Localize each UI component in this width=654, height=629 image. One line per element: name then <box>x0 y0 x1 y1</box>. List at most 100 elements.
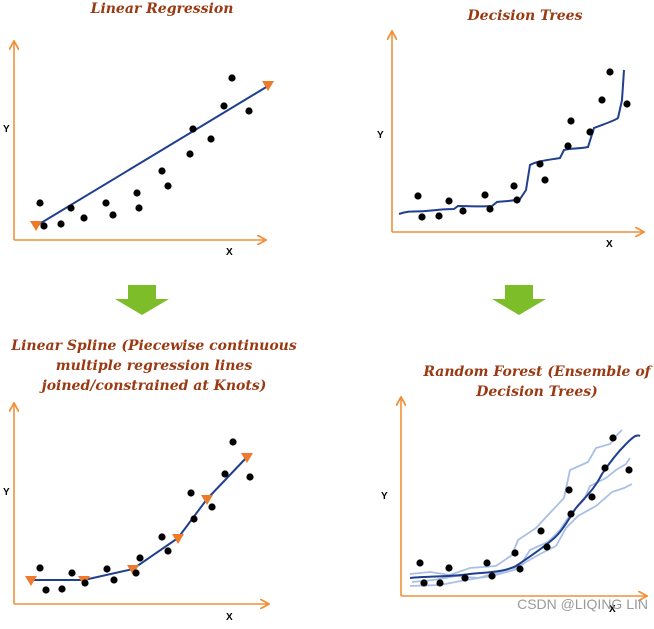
x-axis-label: X <box>606 239 613 250</box>
knot-marker <box>241 453 253 463</box>
tree-fit <box>409 429 623 576</box>
ensemble-mean-fit <box>409 434 641 579</box>
data-point <box>190 515 198 523</box>
data-points <box>414 68 631 221</box>
y-axis-label: Y <box>381 491 388 502</box>
data-point <box>68 569 76 577</box>
data-point <box>136 554 144 562</box>
data-point <box>420 579 428 587</box>
data-point <box>81 579 89 587</box>
data-point <box>208 503 216 511</box>
y-axis-label: Y <box>377 130 384 141</box>
panel-title-line-1: Linear Spline (Piecewise continuous <box>10 338 297 354</box>
data-point <box>513 196 521 204</box>
decision-tree-fit <box>398 69 625 215</box>
data-point <box>164 547 172 555</box>
data-point <box>541 176 549 184</box>
data-point <box>564 142 572 150</box>
data-point <box>246 473 254 481</box>
data-point <box>135 204 143 212</box>
panel-title: Linear Regression <box>90 1 234 17</box>
panel-title-line-3: joined/constrained at Knots) <box>39 378 267 394</box>
data-point <box>110 576 118 584</box>
data-point <box>459 207 467 215</box>
data-point <box>186 150 194 158</box>
knot-marker <box>172 534 184 544</box>
data-point <box>543 543 551 551</box>
data-point <box>483 559 491 567</box>
y-axis-label: Y <box>3 124 10 135</box>
data-point <box>516 565 524 573</box>
data-point <box>416 559 424 567</box>
knot-marker <box>127 565 139 575</box>
data-point <box>207 135 215 143</box>
panel-decision-trees: Decision Trees Y X <box>377 8 643 250</box>
data-point <box>109 211 117 219</box>
data-point <box>103 565 111 573</box>
data-point <box>565 486 573 494</box>
data-point <box>58 585 66 593</box>
data-point <box>40 222 48 230</box>
data-point <box>414 192 422 200</box>
data-points <box>36 438 254 594</box>
transition-arrow-left <box>115 285 169 315</box>
panel-title-line-1: Random Forest (Ensemble of <box>422 364 653 380</box>
data-point <box>42 586 50 594</box>
data-point <box>36 564 44 572</box>
data-point <box>80 214 88 222</box>
data-point <box>625 466 633 474</box>
data-point <box>164 182 172 190</box>
panel-linear-spline: Linear Spline (Piecewise continuous mult… <box>3 338 297 623</box>
data-point <box>511 549 519 557</box>
data-point <box>245 107 253 115</box>
transition-arrow-right <box>492 285 546 315</box>
data-point <box>623 100 631 108</box>
knot-marker <box>25 576 37 586</box>
panel-linear-regression: Linear Regression Y X <box>3 1 274 258</box>
data-point <box>220 102 228 110</box>
data-point <box>537 527 545 535</box>
data-point <box>606 68 614 76</box>
data-point <box>36 199 44 207</box>
panel-title: Decision Trees <box>467 8 583 24</box>
data-point <box>445 197 453 205</box>
data-point <box>132 569 140 577</box>
knots <box>25 453 253 586</box>
data-point <box>461 574 469 582</box>
data-point <box>586 128 594 136</box>
panel-title-line-2: multiple regression lines <box>56 358 253 374</box>
data-point <box>598 96 606 104</box>
data-point <box>588 493 596 501</box>
data-point <box>228 74 236 82</box>
line-endpoint-marker <box>30 221 42 231</box>
data-point <box>567 117 575 125</box>
watermark: CSDN @LIQING LIN <box>517 596 648 612</box>
data-point <box>229 438 237 446</box>
knot-marker <box>201 495 213 505</box>
regression-line <box>35 85 269 227</box>
x-axis-label: X <box>226 247 233 258</box>
line-endpoint-marker <box>262 81 274 91</box>
x-axis-label: X <box>609 604 616 615</box>
data-point <box>486 205 494 213</box>
data-point <box>536 160 544 168</box>
data-point <box>436 579 444 587</box>
data-point <box>158 167 166 175</box>
data-point <box>445 564 453 572</box>
data-point <box>158 533 166 541</box>
data-point <box>609 434 617 442</box>
data-point <box>67 204 75 212</box>
data-points <box>36 74 253 230</box>
y-axis-label: Y <box>3 487 10 498</box>
data-point <box>221 470 229 478</box>
data-point <box>510 182 518 190</box>
data-point <box>601 464 609 472</box>
data-point <box>133 189 141 197</box>
data-point <box>488 572 496 580</box>
data-point <box>435 212 443 220</box>
data-point <box>187 489 195 497</box>
data-points <box>416 434 633 587</box>
panel-title-line-2: Decision Trees) <box>475 384 598 400</box>
data-point <box>57 220 65 228</box>
